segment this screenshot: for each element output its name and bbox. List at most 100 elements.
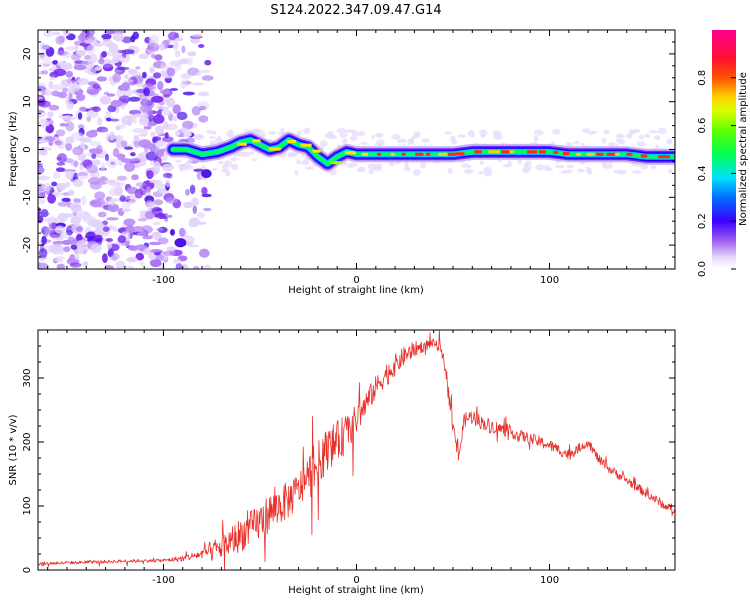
halo-speckle [507,160,512,167]
noise-speckle [180,73,192,80]
halo-speckle [533,129,544,136]
noise-speckle [128,245,137,251]
noise-speckle [159,89,171,95]
halo-speckle [554,164,565,169]
noise-speckle [66,114,72,123]
halo-speckle [533,135,539,142]
noise-speckle [79,211,90,215]
ridge-hotspot [390,152,396,156]
noise-speckle [48,140,54,147]
colorbar-tick-label: 0.2 [697,213,708,229]
noise-speckle [52,191,60,196]
halo-speckle [287,153,297,158]
noise-speckle [132,116,137,124]
noise-speckle [72,146,83,156]
noise-speckle [70,244,78,250]
noise-speckle [49,232,61,238]
noise-speckle [64,46,78,51]
noise-speckle [53,68,67,77]
colorbar-tick-label: 0.0 [697,261,708,277]
halo-speckle [483,166,492,172]
halo-speckle [573,140,580,145]
halo-speckle [345,129,353,133]
snr-ytick-label: 0 [22,567,33,573]
noise-speckle [54,225,65,234]
noise-speckle [89,219,102,226]
noise-speckle [90,243,102,254]
noise-speckle [172,258,182,264]
noise-speckle [166,67,176,77]
halo-speckle [444,131,453,135]
halo-speckle [396,138,407,144]
noise-speckle [77,112,83,120]
halo-speckle [349,136,358,141]
halo-speckle [636,141,646,147]
noise-speckle [201,75,214,81]
noise-speckle [160,62,166,70]
noise-speckle [75,226,83,232]
halo-speckle [479,160,484,165]
noise-speckle [121,49,135,55]
noise-speckle [196,221,207,225]
halo-speckle [602,163,613,169]
spectrogram-ytick-label: -10 [22,189,33,205]
noise-speckle [172,115,178,122]
halo-speckle [523,162,529,169]
halo-speckle [249,151,255,156]
noise-speckle [83,39,97,44]
noise-speckle [68,80,78,90]
noise-speckle [57,153,67,163]
noise-speckle [135,252,145,261]
halo-speckle [368,170,375,175]
noise-speckle [124,74,129,79]
noise-speckle [105,133,110,142]
noise-speckle [196,212,205,219]
halo-speckle [242,151,250,158]
halo-speckle [650,165,656,170]
noise-speckle [132,31,139,40]
halo-speckle [303,127,311,135]
spectrogram-ytick-label: -20 [22,237,33,253]
snr-xtick-label: 100 [540,575,559,586]
ridge-hotspot [658,155,671,159]
noise-speckle [121,202,131,209]
noise-speckle [86,44,96,55]
noise-speckle [82,261,89,267]
halo-speckle [626,133,633,139]
halo-speckle [420,162,427,169]
noise-speckle [57,201,69,207]
noise-speckle [112,32,125,42]
ridge-hotspot [377,152,382,156]
noise-speckle [116,175,128,181]
noise-speckle [43,147,53,151]
halo-speckle [640,164,649,170]
noise-speckle [57,91,68,99]
noise-speckle [73,64,87,71]
noise-speckle [185,188,190,196]
ridge-hotspot [401,152,406,156]
noise-speckle [77,77,89,86]
noise-speckle [110,253,120,261]
noise-speckle [99,95,111,105]
noise-speckle [155,104,165,111]
ridge-hotspot [488,150,501,154]
halo-speckle [326,131,334,135]
noise-speckle [38,100,51,108]
halo-speckle [587,170,593,175]
spectrogram-ridge [165,131,675,172]
ridge-hotspot [474,150,482,154]
spectrogram-ytick-label: 20 [22,48,33,61]
halo-speckle [228,128,234,136]
halo-speckle [339,133,348,138]
noise-speckle [147,42,160,52]
noise-speckle [92,83,101,89]
halo-speckle [209,136,216,140]
halo-speckle [304,166,315,170]
noise-speckle [86,115,92,122]
noise-speckle [170,229,175,236]
noise-speckle [54,140,63,146]
noise-speckle [188,220,195,228]
noise-speckle [43,60,56,65]
noise-speckle [39,150,48,156]
noise-speckle [142,71,147,79]
